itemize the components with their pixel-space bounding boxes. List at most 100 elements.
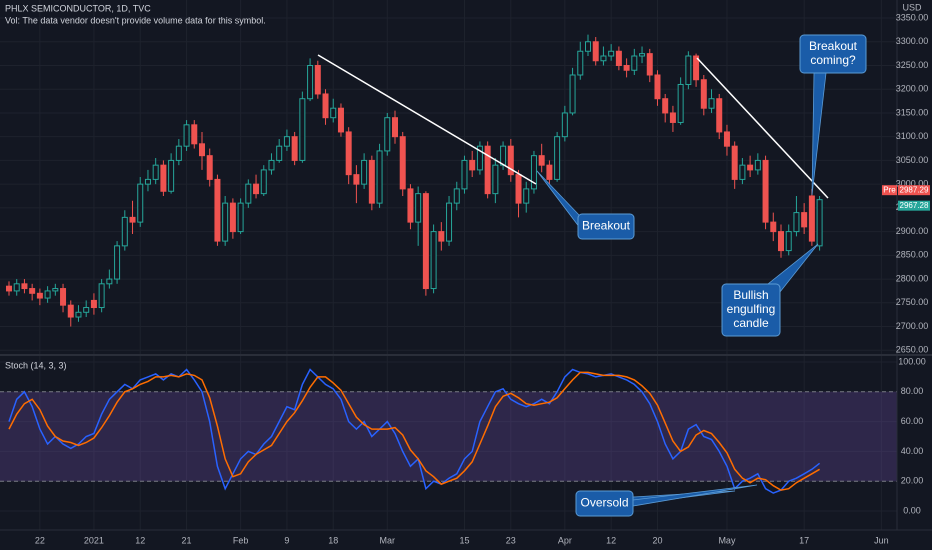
candle-body bbox=[469, 159, 476, 171]
candle-body bbox=[538, 155, 545, 166]
candle-body bbox=[461, 159, 468, 190]
candle-body bbox=[669, 112, 676, 123]
candle-body bbox=[83, 307, 90, 313]
candle-body bbox=[52, 288, 59, 292]
candle-body bbox=[392, 117, 398, 138]
candle-body bbox=[121, 216, 128, 247]
candle-body bbox=[500, 145, 507, 166]
callout-text: coming? bbox=[810, 53, 856, 67]
candle-body bbox=[770, 221, 777, 233]
stoch-band bbox=[0, 391, 897, 482]
candle-body bbox=[523, 188, 530, 204]
x-tick-label: 2021 bbox=[84, 535, 104, 545]
x-tick-label: 9 bbox=[284, 535, 289, 545]
candle-body bbox=[314, 64, 321, 95]
callout-text: Breakout bbox=[809, 39, 858, 53]
candle-body bbox=[785, 231, 792, 252]
candle-body bbox=[129, 216, 136, 223]
candle-body bbox=[98, 283, 105, 309]
candle-body bbox=[608, 50, 615, 57]
candle-body bbox=[152, 164, 159, 180]
candle-body bbox=[801, 212, 808, 228]
y-tick-label: 40.00 bbox=[901, 446, 924, 456]
x-tick-label: 12 bbox=[135, 535, 145, 545]
candle-body bbox=[175, 145, 182, 161]
candle-body bbox=[268, 159, 275, 171]
candle-body bbox=[199, 143, 205, 157]
candle-body bbox=[253, 183, 260, 195]
candle-body bbox=[44, 290, 51, 299]
candle-body bbox=[639, 53, 646, 57]
chart-title: PHLX SEMICONDUCTOR, 1D, TVC bbox=[5, 3, 151, 13]
candle-body bbox=[569, 74, 576, 114]
candle-body bbox=[160, 164, 167, 192]
candle-body bbox=[106, 278, 113, 285]
labels: 2650.00 2700.00 2750.00 2800.00 2850.00 2900.… bbox=[35, 12, 930, 545]
x-tick-label: Apr bbox=[558, 535, 572, 545]
candle-body bbox=[430, 231, 437, 290]
candle-body bbox=[214, 178, 221, 242]
callout-text: candle bbox=[733, 316, 769, 330]
candle-body bbox=[60, 288, 67, 306]
candle-body bbox=[337, 107, 344, 133]
candle-body bbox=[600, 55, 607, 62]
candle-body bbox=[577, 50, 584, 76]
candle-body bbox=[592, 41, 599, 62]
candle-body bbox=[6, 285, 12, 292]
candle-body bbox=[507, 145, 514, 176]
y-tick-label: 2650.00 bbox=[896, 345, 929, 355]
candle-body bbox=[245, 183, 252, 204]
candle-body bbox=[90, 299, 97, 309]
callout-box bbox=[575, 490, 634, 517]
candle-body bbox=[330, 107, 337, 119]
candle-body bbox=[554, 136, 561, 180]
candle-body bbox=[700, 79, 707, 109]
candle-body bbox=[345, 131, 352, 176]
y-tick-label: 2850.00 bbox=[896, 250, 929, 260]
candle-body bbox=[530, 155, 537, 190]
candle-body bbox=[237, 202, 244, 233]
stoch-line bbox=[8, 368, 821, 494]
candle-body bbox=[476, 145, 483, 171]
callout-text: engulfing bbox=[727, 302, 776, 316]
candle-body bbox=[13, 283, 20, 292]
pre-price-tag bbox=[898, 185, 930, 196]
candle-body bbox=[368, 159, 375, 204]
candle-body bbox=[283, 136, 290, 147]
callout-text: Bullish bbox=[733, 288, 768, 302]
annotations: Breakoutcoming?BreakoutBullishengulfingc… bbox=[536, 34, 867, 517]
x-tick-label: 21 bbox=[182, 535, 192, 545]
candle-body bbox=[723, 131, 730, 147]
candle-body bbox=[422, 193, 429, 290]
candle-body bbox=[222, 202, 229, 242]
callout-box bbox=[799, 34, 867, 74]
candle-body bbox=[75, 311, 82, 318]
candle-body bbox=[708, 98, 715, 109]
candle-body bbox=[716, 98, 723, 133]
candle-body bbox=[67, 304, 74, 318]
y-tick-label: 3150.00 bbox=[896, 107, 929, 117]
y-tick-label: 2900.00 bbox=[896, 226, 929, 236]
candle-body bbox=[384, 117, 391, 152]
candle-body bbox=[654, 74, 661, 100]
candle-body bbox=[168, 159, 175, 192]
candle-body bbox=[747, 164, 754, 171]
candle-body bbox=[453, 188, 460, 204]
x-tick-label: 20 bbox=[652, 535, 662, 545]
y-tick-label: 0.00 bbox=[903, 505, 921, 515]
candle-body bbox=[144, 178, 151, 185]
candle-body bbox=[615, 50, 622, 66]
band-fill bbox=[0, 391, 897, 482]
indicator-title: Stoch (14, 3, 3) bbox=[5, 360, 67, 370]
y-tick-label: 3100.00 bbox=[896, 131, 929, 141]
y-tick-label: 3350.00 bbox=[896, 12, 929, 22]
candle-body bbox=[739, 164, 746, 180]
candle-body bbox=[291, 136, 298, 161]
candle-body bbox=[515, 174, 522, 204]
candle-body bbox=[438, 231, 445, 242]
y-tick-label: 3300.00 bbox=[896, 36, 929, 46]
y-tick-label: 3250.00 bbox=[896, 60, 929, 70]
chart-subtitle: Vol: The data vendor doesn't provide vol… bbox=[5, 15, 266, 25]
